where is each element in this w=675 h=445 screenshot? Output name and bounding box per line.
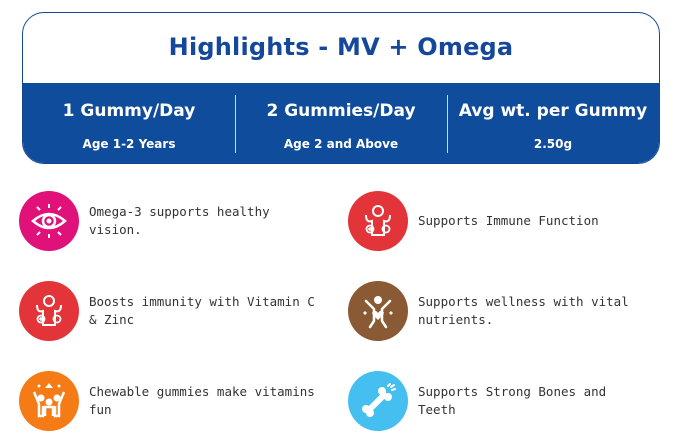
feature-text: Supports Immune Function — [418, 213, 599, 228]
feature-text: Chewable gummies make vitamins fun — [89, 384, 315, 417]
feature-item: Chewable gummies make vitamins fun — [19, 371, 319, 431]
feature-text: Boosts immunity with Vitamin C & Zinc — [89, 294, 315, 327]
strong-kid-icon — [348, 191, 408, 251]
wellness-person-icon — [348, 281, 408, 341]
spec-dosage-toddler: 1 Gummy/Day Age 1-2 Years — [23, 83, 235, 163]
eye-icon — [19, 191, 79, 251]
feature-text: Omega-3 supports healthy vision. — [89, 204, 270, 237]
feature-text: Supports wellness with vital nutrients. — [418, 294, 629, 327]
bone-icon — [348, 371, 408, 431]
strong-kid-icon — [19, 281, 79, 341]
spec-weight: Avg wt. per Gummy 2.50g — [447, 83, 659, 163]
spec-head: Avg wt. per Gummy — [458, 101, 648, 121]
feature-item: Supports Strong Bones and Teeth — [348, 371, 648, 431]
spec-sub: Age 2 and Above — [283, 137, 399, 151]
spec-dosage-child: 2 Gummies/Day Age 2 and Above — [235, 83, 447, 163]
card-title: Highlights - MV + Omega — [168, 33, 514, 61]
feature-text: Supports Strong Bones and Teeth — [418, 384, 607, 417]
feature-item: Omega-3 supports healthy vision. — [19, 191, 319, 251]
spec-sub: Age 1-2 Years — [82, 137, 176, 151]
spec-head: 1 Gummy/Day — [62, 101, 196, 121]
spec-head: 2 Gummies/Day — [266, 101, 416, 121]
feature-item: Supports Immune Function — [348, 191, 648, 251]
highlights-card: Highlights - MV + Omega 1 Gummy/Day Age … — [22, 12, 660, 164]
spec-sub: 2.50g — [533, 137, 573, 151]
feature-item: Supports wellness with vital nutrients. — [348, 281, 648, 341]
feature-item: Boosts immunity with Vitamin C & Zinc — [19, 281, 319, 341]
celebrating-people-icon — [19, 371, 79, 431]
specs-band: 1 Gummy/Day Age 1-2 Years 2 Gummies/Day … — [23, 83, 659, 163]
